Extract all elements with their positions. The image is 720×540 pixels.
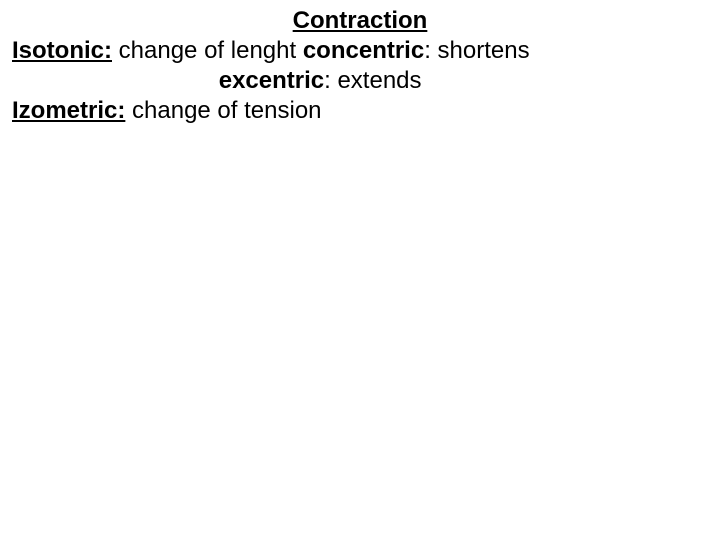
concentric-label: concentric: [303, 37, 424, 64]
line-isotonic: Isotonic: change of lenght concentric: s…: [12, 36, 708, 66]
izometric-label: Izometric:: [12, 97, 125, 124]
slide-title: Contraction: [12, 6, 708, 36]
slide-body: Contraction Isotonic: change of lenght c…: [0, 0, 720, 540]
line-excentric: excentric: extends: [12, 66, 708, 96]
excentric-text: : extends: [324, 67, 421, 94]
izometric-text: change of tension: [125, 97, 321, 124]
excentric-indent: [12, 67, 219, 94]
isotonic-text: change of lenght: [112, 37, 303, 64]
isotonic-label: Isotonic:: [12, 37, 112, 64]
line-izometric: Izometric: change of tension: [12, 96, 708, 126]
excentric-label: excentric: [219, 67, 324, 94]
concentric-text: : shortens: [424, 37, 529, 64]
